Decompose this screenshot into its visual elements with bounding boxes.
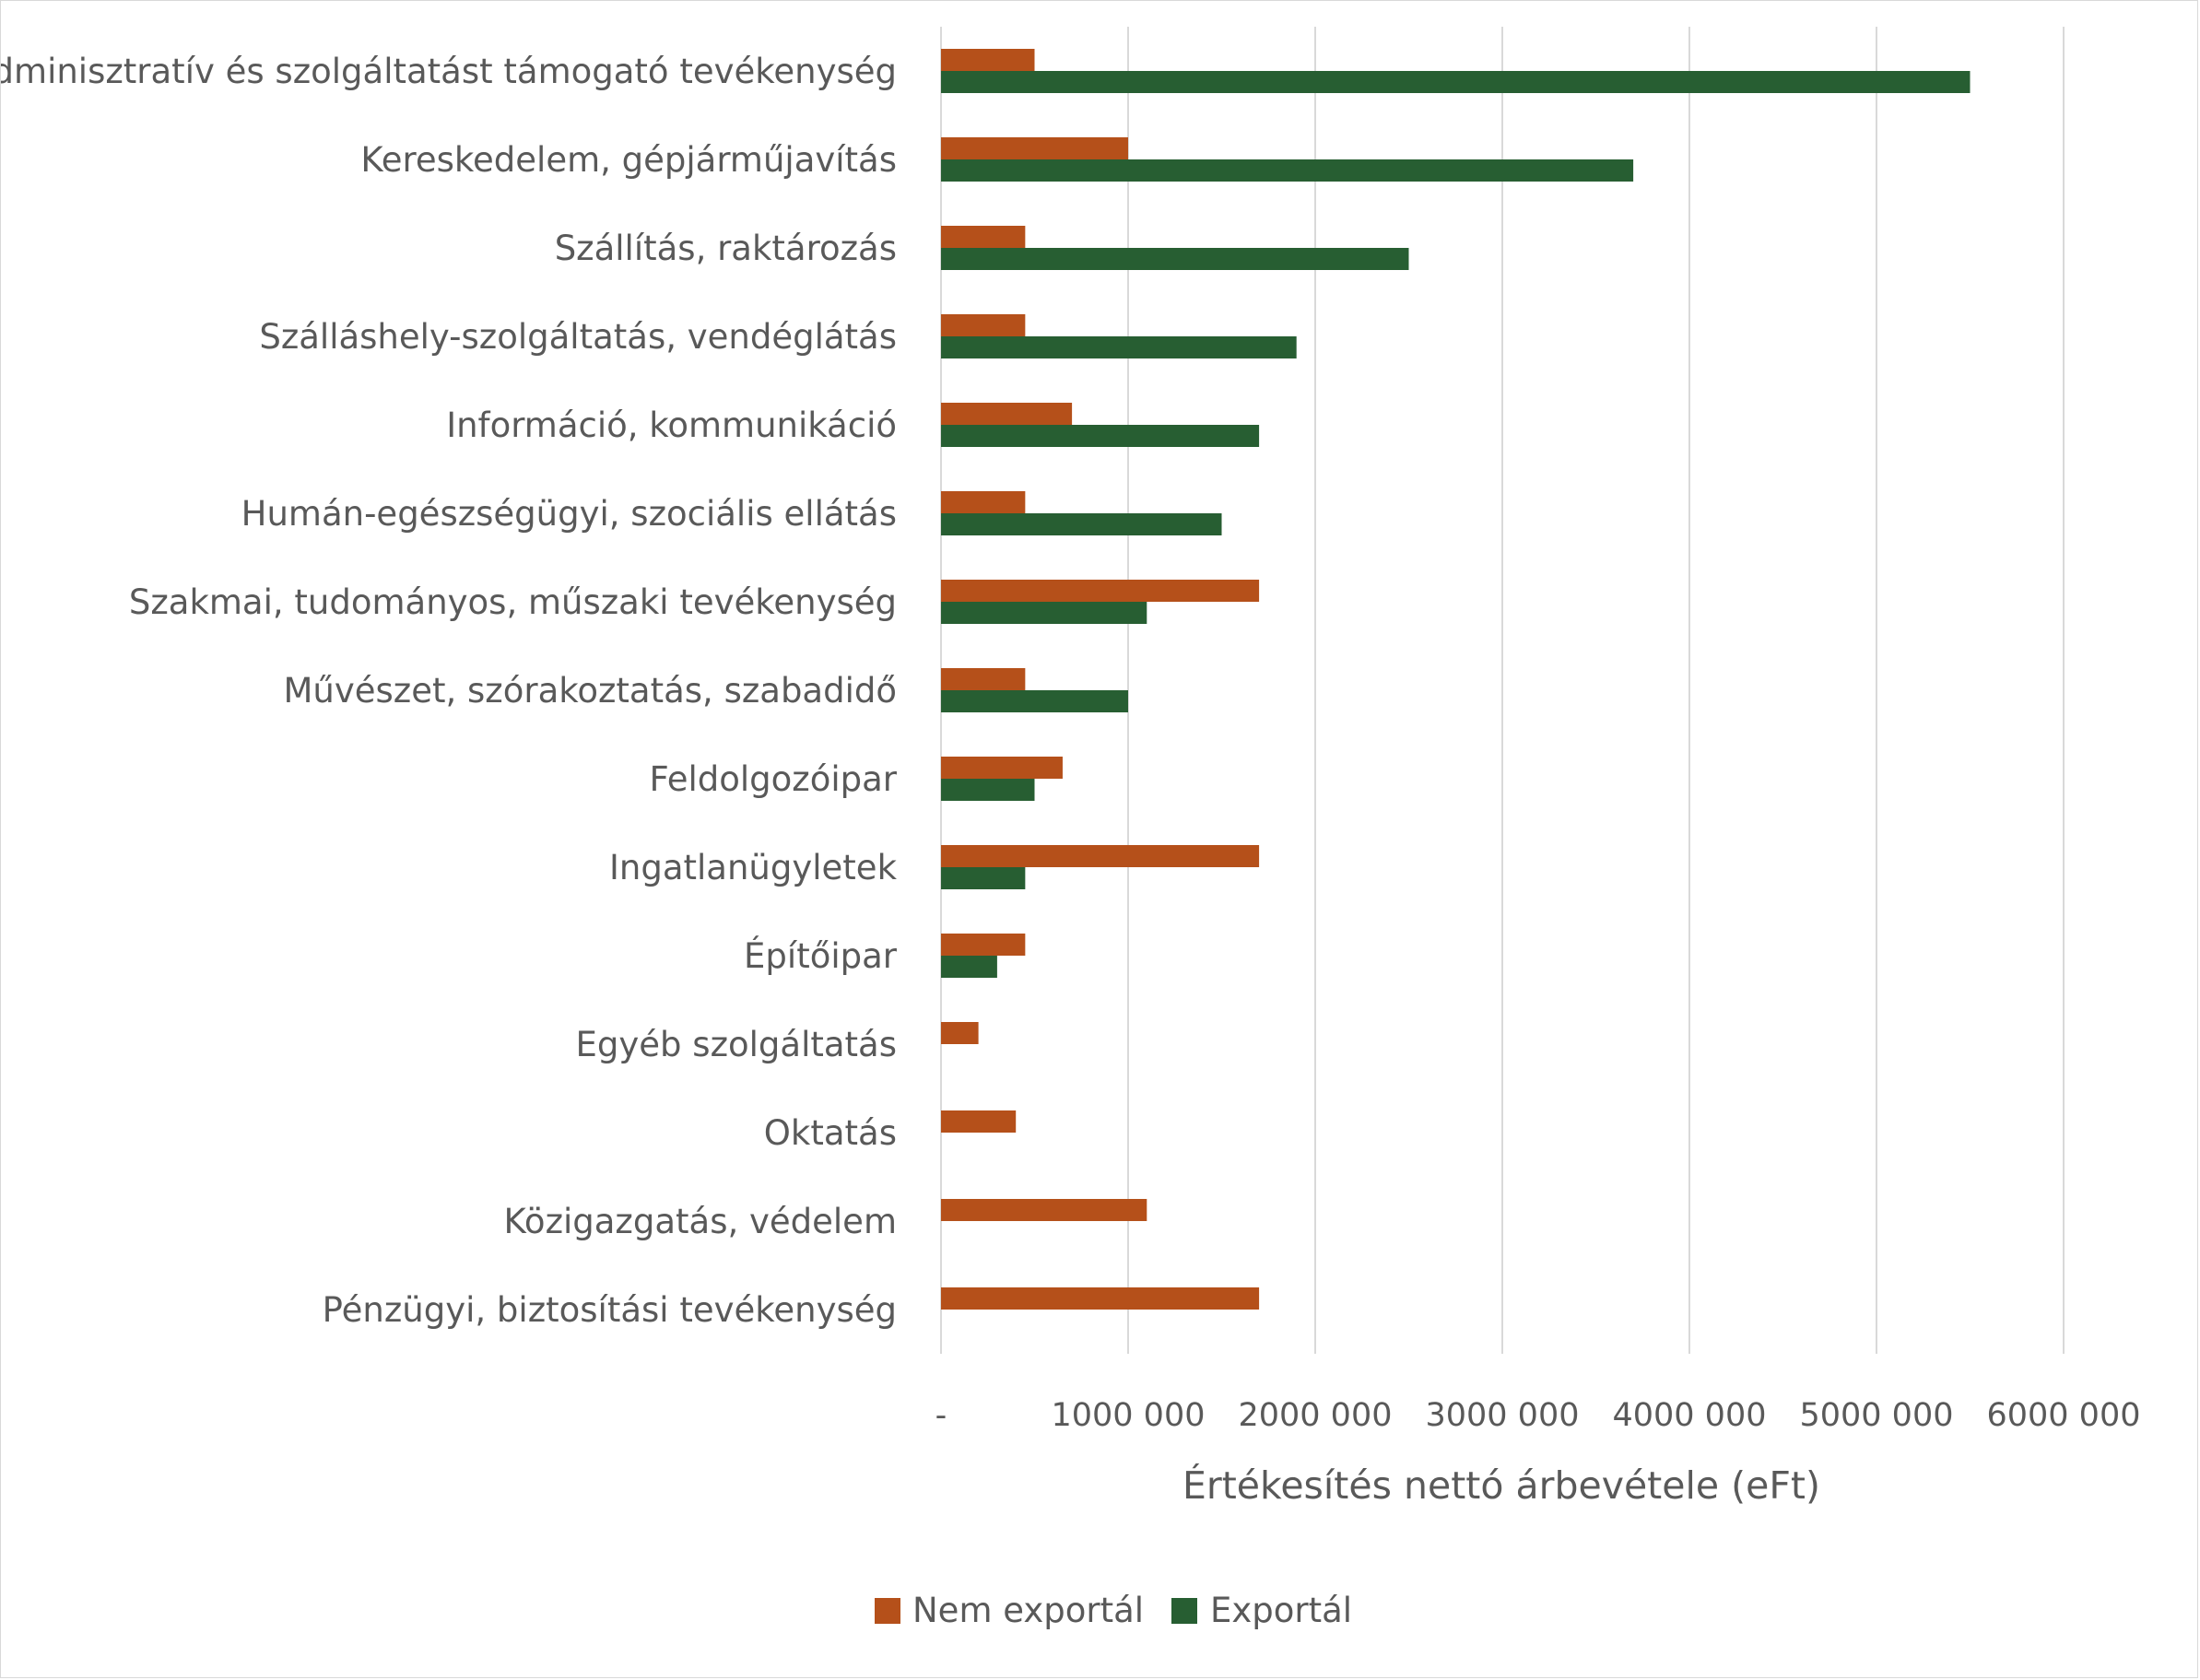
x-tick-label: 6000 000 xyxy=(1986,1397,2140,1434)
x-tick-label: 5000 000 xyxy=(1799,1397,1953,1434)
category-label: Kereskedelem, gépjárműjavítás xyxy=(360,140,897,180)
x-axis-title: Értékesítés nettó árbevétele (eFt) xyxy=(1182,1463,1820,1508)
bar-nem-exportal xyxy=(941,137,1128,159)
category-label: Szakmai, tudományos, műszaki tevékenység xyxy=(129,582,897,622)
legend: Nem exportál Exportál xyxy=(875,1591,1352,1630)
legend-swatch-nem-exportal xyxy=(875,1598,900,1624)
bar-nem-exportal xyxy=(941,226,1026,248)
bar-nem-exportal xyxy=(941,49,1035,71)
bar-nem-exportal xyxy=(941,934,1026,956)
category-label: Humán-egészségügyi, szociális ellátás xyxy=(241,494,897,534)
bar-nem-exportal xyxy=(941,403,1073,425)
bar-exportal xyxy=(941,71,1971,93)
category-label: Információ, kommunikáció xyxy=(446,405,897,445)
x-tick-label: 1000 000 xyxy=(1051,1397,1205,1434)
bar-exportal xyxy=(941,336,1297,358)
category-labels: Adminisztratív és szolgáltatást támogató… xyxy=(1,52,898,1330)
bar-nem-exportal xyxy=(941,1110,1017,1133)
category-label: Oktatás xyxy=(764,1113,897,1153)
category-label: Ingatlanügyletek xyxy=(609,848,898,887)
bar-nem-exportal xyxy=(941,1287,1260,1310)
x-tick-label: 4000 000 xyxy=(1612,1397,1766,1434)
category-label: Adminisztratív és szolgáltatást támogató… xyxy=(1,52,897,91)
category-label: Pénzügyi, biztosítási tevékenység xyxy=(323,1290,897,1330)
category-label: Szállítás, raktározás xyxy=(555,229,897,268)
category-label: Művészet, szórakoztatás, szabadidő xyxy=(284,671,898,711)
category-label: Feldolgozóipar xyxy=(649,759,897,799)
x-tick-label: 3000 000 xyxy=(1425,1397,1579,1434)
bar-nem-exportal xyxy=(941,757,1063,779)
bar-exportal xyxy=(941,248,1409,270)
category-label: Építőipar xyxy=(744,935,898,976)
x-tick-label: - xyxy=(935,1397,947,1434)
bar-exportal xyxy=(941,779,1035,801)
bar-nem-exportal xyxy=(941,845,1260,867)
bar-exportal xyxy=(941,513,1222,535)
bar-nem-exportal xyxy=(941,491,1026,513)
bar-exportal xyxy=(941,690,1128,712)
bar-exportal xyxy=(941,159,1634,182)
bar-nem-exportal xyxy=(941,314,1026,336)
bar-nem-exportal xyxy=(941,580,1260,602)
bar-nem-exportal xyxy=(941,1022,979,1044)
bar-exportal xyxy=(941,425,1260,447)
bar-exportal xyxy=(941,956,997,978)
x-tick-label: 2000 000 xyxy=(1238,1397,1392,1434)
category-label: Közigazgatás, védelem xyxy=(504,1202,897,1241)
category-label: Egyéb szolgáltatás xyxy=(576,1025,897,1064)
bar-exportal xyxy=(941,602,1147,624)
bar-nem-exportal xyxy=(941,668,1026,690)
legend-label-exportal: Exportál xyxy=(1210,1591,1352,1630)
x-tick-labels: - 1000 000 2000 000 3000 000 4000 000 5000 00… xyxy=(935,1397,2141,1434)
bar-exportal xyxy=(941,867,1026,889)
legend-swatch-exportal xyxy=(1171,1598,1197,1624)
legend-label-nem-exportal: Nem exportál xyxy=(912,1591,1144,1630)
bars xyxy=(941,49,1971,1310)
category-label: Szálláshely-szolgáltatás, vendéglátás xyxy=(259,317,897,357)
bar-nem-exportal xyxy=(941,1199,1147,1221)
